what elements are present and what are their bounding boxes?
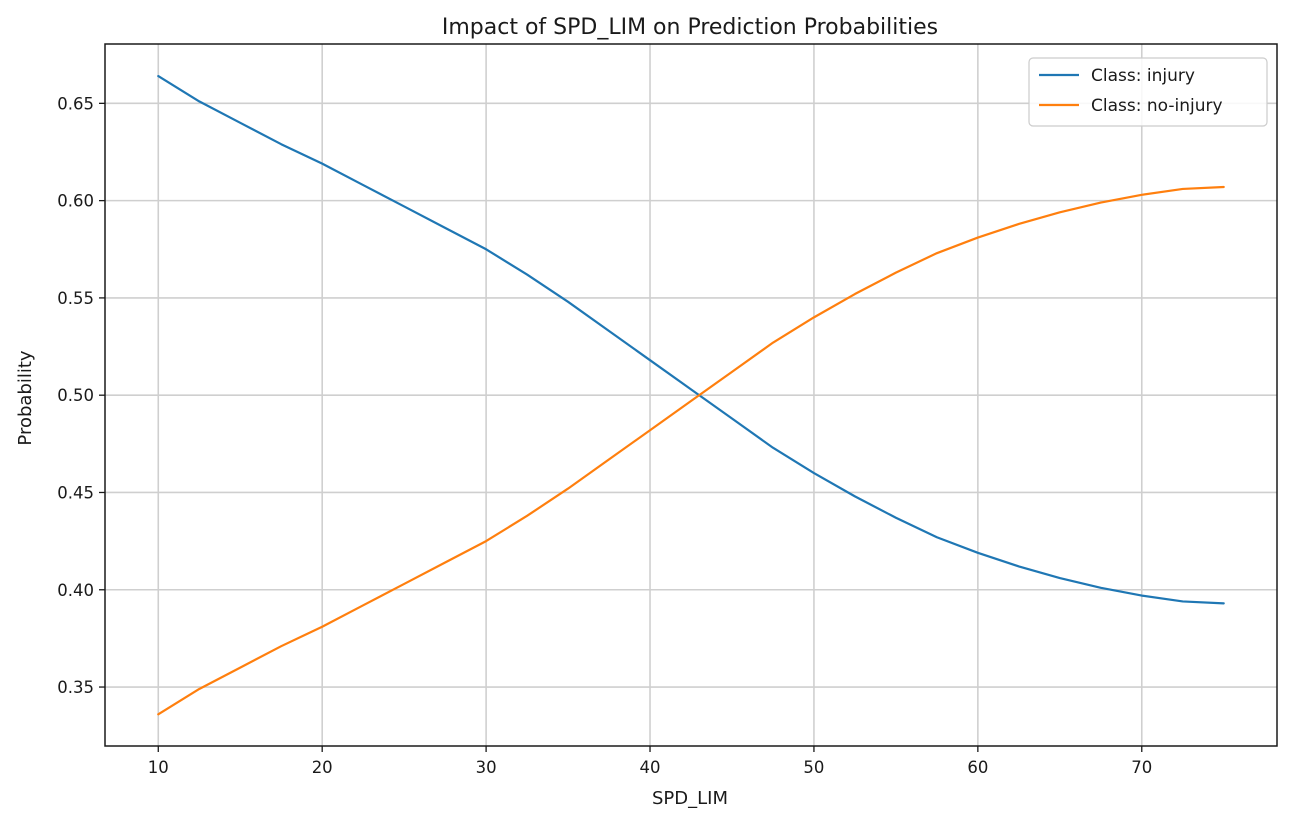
x-tick-label: 50 [803,758,824,777]
legend-box [1028,57,1268,127]
y-tick-label: 0.50 [57,386,94,405]
x-tick-label: 40 [640,758,661,777]
x-axis-label: SPD_LIM [652,788,728,809]
legend: Class: injury Class: no-injury [1028,57,1268,127]
x-tick-label: 60 [967,758,988,777]
legend-label-0: Class: injury [1091,66,1195,86]
axis-ticks: 10 20 30 40 50 60 70 0.35 0.40 0.45 0.50 0.55 0.60 0.… [57,94,1152,777]
y-tick-label: 0.35 [57,678,94,697]
x-tick-label: 30 [476,758,497,777]
series-line-0 [157,74,1225,605]
y-tick-label: 0.40 [57,581,94,600]
series-lines [157,74,1225,716]
x-tick-label: 10 [148,758,169,777]
y-axis-label: Probability [15,350,36,445]
y-tick-label: 0.60 [57,192,94,211]
legend-label-1: Class: no-injury [1091,96,1223,116]
grid [105,44,1277,746]
y-tick-label: 0.55 [57,289,94,308]
x-tick-label: 20 [312,758,333,777]
y-tick-label: 0.65 [57,94,94,113]
y-tick-label: 0.45 [57,483,94,502]
x-tick-label: 70 [1131,758,1152,777]
chart-title: Impact of SPD_LIM on Prediction Probabil… [442,15,938,40]
series-line-1 [157,185,1225,716]
